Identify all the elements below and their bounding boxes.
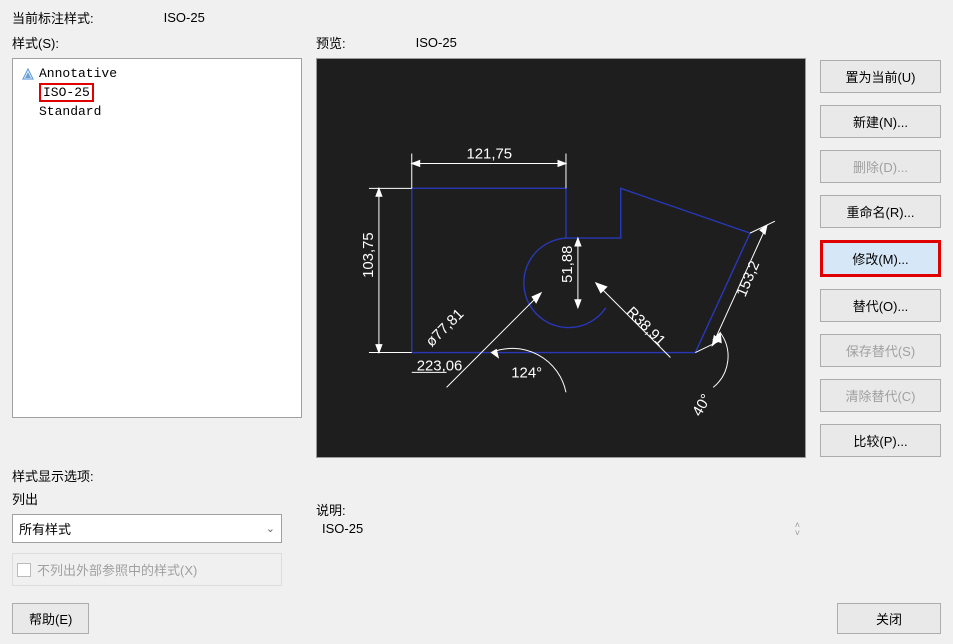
desc-label: 说明: xyxy=(316,500,806,519)
preview-label: 预览: xyxy=(316,33,346,52)
desc-box: ISO-25 ˄˅ xyxy=(316,519,806,539)
dim-angle1: 124° xyxy=(511,364,542,381)
delete-button[interactable]: 删除(D)... xyxy=(820,150,941,183)
description-area: 说明: ISO-25 ˄˅ xyxy=(316,500,806,539)
rename-button[interactable]: 重命名(R)... xyxy=(820,195,941,228)
dim-diag1: ø77,81 xyxy=(422,306,467,351)
preview-panel: 121,75 103,75 51,88 153,2 ø77,81 R38,91 … xyxy=(316,58,806,458)
dim-bottom: 223,06 xyxy=(417,357,463,374)
dim-diag2: R38,91 xyxy=(623,304,669,350)
xref-checkbox-label: 不列出外部参照中的样式(X) xyxy=(37,560,197,579)
styles-listbox[interactable]: Annotative ISO-25 Standard xyxy=(12,58,302,418)
dim-left: 103,75 xyxy=(360,232,377,278)
preview-style-name: ISO-25 xyxy=(416,35,457,50)
chevron-down-icon: ⌄ xyxy=(266,522,275,535)
override-button[interactable]: 替代(O)... xyxy=(820,289,941,322)
checkbox-icon xyxy=(17,563,31,577)
clear-override-button[interactable]: 清除替代(C) xyxy=(820,379,941,412)
list-item[interactable]: ISO-25 xyxy=(17,82,297,103)
dropdown-value: 所有样式 xyxy=(19,519,71,538)
dim-right: 153,2 xyxy=(733,258,763,299)
list-item-label-highlighted: ISO-25 xyxy=(39,83,94,102)
button-column: 置为当前(U) 新建(N)... 删除(D)... 重命名(R)... 修改(M… xyxy=(820,58,941,458)
list-item[interactable]: Annotative xyxy=(17,65,297,82)
spinner-icon[interactable]: ˄˅ xyxy=(795,521,800,537)
current-style-row: 当前标注样式: ISO-25 xyxy=(12,8,941,27)
compare-button[interactable]: 比较(P)... xyxy=(820,424,941,457)
current-style-label: 当前标注样式: xyxy=(12,8,94,27)
close-button[interactable]: 关闭 xyxy=(837,603,941,634)
dim-center: 51,88 xyxy=(559,246,576,283)
save-override-button[interactable]: 保存替代(S) xyxy=(820,334,941,367)
filter-dropdown[interactable]: 所有样式 ⌄ xyxy=(12,514,282,543)
xref-checkbox-row[interactable]: 不列出外部参照中的样式(X) xyxy=(12,553,282,586)
list-label: 列出 xyxy=(12,489,302,508)
desc-value: ISO-25 xyxy=(322,521,363,537)
dimension-style-dialog: 当前标注样式: ISO-25 样式(S): 预览: ISO-25 Annotat… xyxy=(0,0,953,644)
current-style-value: ISO-25 xyxy=(164,10,205,25)
dim-top: 121,75 xyxy=(466,146,512,163)
help-button[interactable]: 帮助(E) xyxy=(12,603,89,634)
annotative-icon xyxy=(21,68,35,80)
styles-label: 样式(S): xyxy=(12,36,59,51)
list-item-label: Annotative xyxy=(39,66,117,81)
display-filter-group: 样式显示选项: 列出 所有样式 ⌄ 不列出外部参照中的样式(X) xyxy=(12,466,302,586)
display-filter-label: 样式显示选项: xyxy=(12,466,302,485)
new-button[interactable]: 新建(N)... xyxy=(820,105,941,138)
modify-button[interactable]: 修改(M)... xyxy=(820,240,941,277)
set-current-button[interactable]: 置为当前(U) xyxy=(820,60,941,93)
dim-angle2: 40° xyxy=(689,391,715,419)
list-item-label: Standard xyxy=(39,104,101,119)
list-item[interactable]: Standard xyxy=(17,103,297,120)
